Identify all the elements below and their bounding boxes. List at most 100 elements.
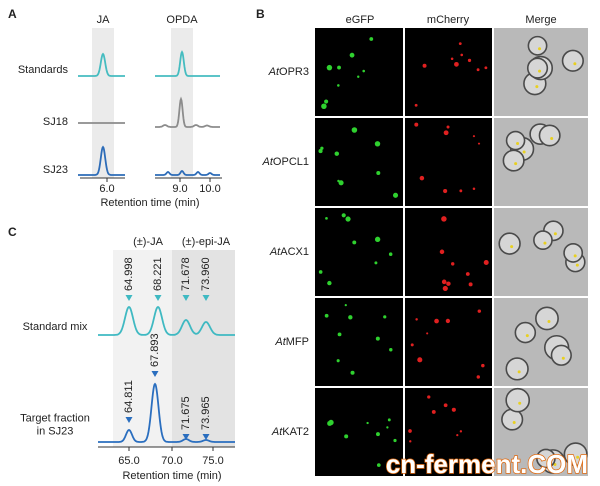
spot: [393, 438, 397, 443]
spot: [352, 240, 357, 245]
spot: [443, 130, 449, 136]
column-title: eGFP: [346, 14, 375, 26]
cell: [550, 344, 572, 366]
spot: [441, 216, 447, 222]
spot: [434, 466, 440, 472]
peak-marker: [125, 417, 133, 423]
cell: [526, 57, 549, 79]
spot: [573, 62, 577, 66]
spot: [336, 359, 340, 363]
trace: [98, 382, 235, 443]
spot: [510, 245, 514, 249]
peak-label: 73.960: [200, 257, 212, 291]
cell: [527, 35, 548, 56]
spot: [575, 263, 579, 267]
spot: [442, 285, 448, 292]
micrograph: [315, 28, 403, 116]
panel-label: A: [8, 7, 17, 21]
spot: [518, 401, 522, 405]
row-label-name: ACX1: [280, 246, 309, 258]
spot: [362, 69, 366, 73]
spot: [345, 216, 351, 222]
shade: [92, 28, 114, 178]
spot: [516, 142, 520, 146]
spot: [547, 319, 551, 323]
spot: [318, 149, 323, 154]
trace: [78, 145, 125, 176]
micrograph: [405, 28, 492, 116]
micrograph: [405, 208, 492, 296]
spot: [374, 141, 381, 147]
spot: [472, 187, 476, 191]
tick-label: 65.0: [118, 455, 139, 467]
spot: [535, 85, 539, 89]
spot: [348, 315, 353, 320]
row-label: AtKAT2: [271, 426, 309, 438]
cell: [505, 130, 526, 151]
micrograph: [405, 298, 492, 386]
axis-title: Retention time (min): [122, 470, 221, 482]
spot: [357, 75, 360, 78]
panel-label: C: [8, 225, 17, 239]
spot: [477, 309, 482, 313]
peak-label: 73.965: [200, 396, 212, 430]
trace: [155, 170, 220, 176]
spot: [561, 356, 565, 360]
spot: [460, 53, 464, 57]
spot: [320, 146, 324, 150]
spot: [467, 58, 472, 63]
cell: [563, 243, 584, 263]
watermark: cn-ferment.COM: [386, 449, 588, 479]
spot: [573, 254, 577, 258]
trace: [155, 50, 220, 77]
spot: [389, 348, 393, 352]
spot: [409, 440, 412, 443]
tick-label: 75.0: [202, 455, 223, 467]
spot: [446, 281, 451, 286]
spot: [441, 279, 447, 285]
peak-marker: [182, 295, 190, 301]
spot: [472, 135, 476, 138]
micrograph: [315, 118, 403, 206]
row-label: SJ18: [43, 116, 68, 128]
spot: [337, 332, 342, 337]
spot: [483, 260, 489, 266]
spot: [451, 262, 455, 266]
spot: [392, 192, 399, 198]
axis-title: Retention time (min): [100, 197, 199, 209]
spot: [375, 336, 380, 341]
spot: [446, 125, 450, 129]
spot: [415, 318, 418, 321]
spot: [459, 430, 463, 433]
trace-label: in SJ23: [37, 425, 74, 437]
peak-label: 71.675: [180, 396, 192, 430]
row-label-name: OPCL1: [273, 156, 309, 168]
spot: [344, 434, 349, 439]
column-title: mCherry: [427, 14, 470, 26]
spot: [550, 137, 554, 141]
spot: [439, 249, 445, 255]
spot: [387, 418, 391, 422]
spot: [383, 315, 387, 319]
cell: [502, 149, 525, 172]
trace-label: Standard mix: [23, 321, 88, 333]
spot: [386, 426, 389, 429]
spot: [366, 421, 369, 425]
row-label-name: OPR3: [279, 66, 309, 78]
shade: [172, 250, 235, 447]
cell: [561, 49, 584, 72]
peak-label: 71.678: [180, 257, 192, 291]
row-label: SJ23: [43, 164, 68, 176]
spot: [451, 407, 456, 412]
micrograph: [315, 388, 403, 476]
spot: [349, 52, 355, 58]
row-label: AtACX1: [269, 246, 309, 258]
spot: [525, 334, 529, 338]
cell: [538, 124, 561, 147]
row-label-prefix: At: [268, 66, 280, 78]
peak-label: 67.893: [149, 333, 161, 367]
spot: [514, 162, 518, 166]
spot: [326, 64, 333, 71]
spot: [414, 103, 418, 107]
micrograph: [315, 298, 403, 386]
